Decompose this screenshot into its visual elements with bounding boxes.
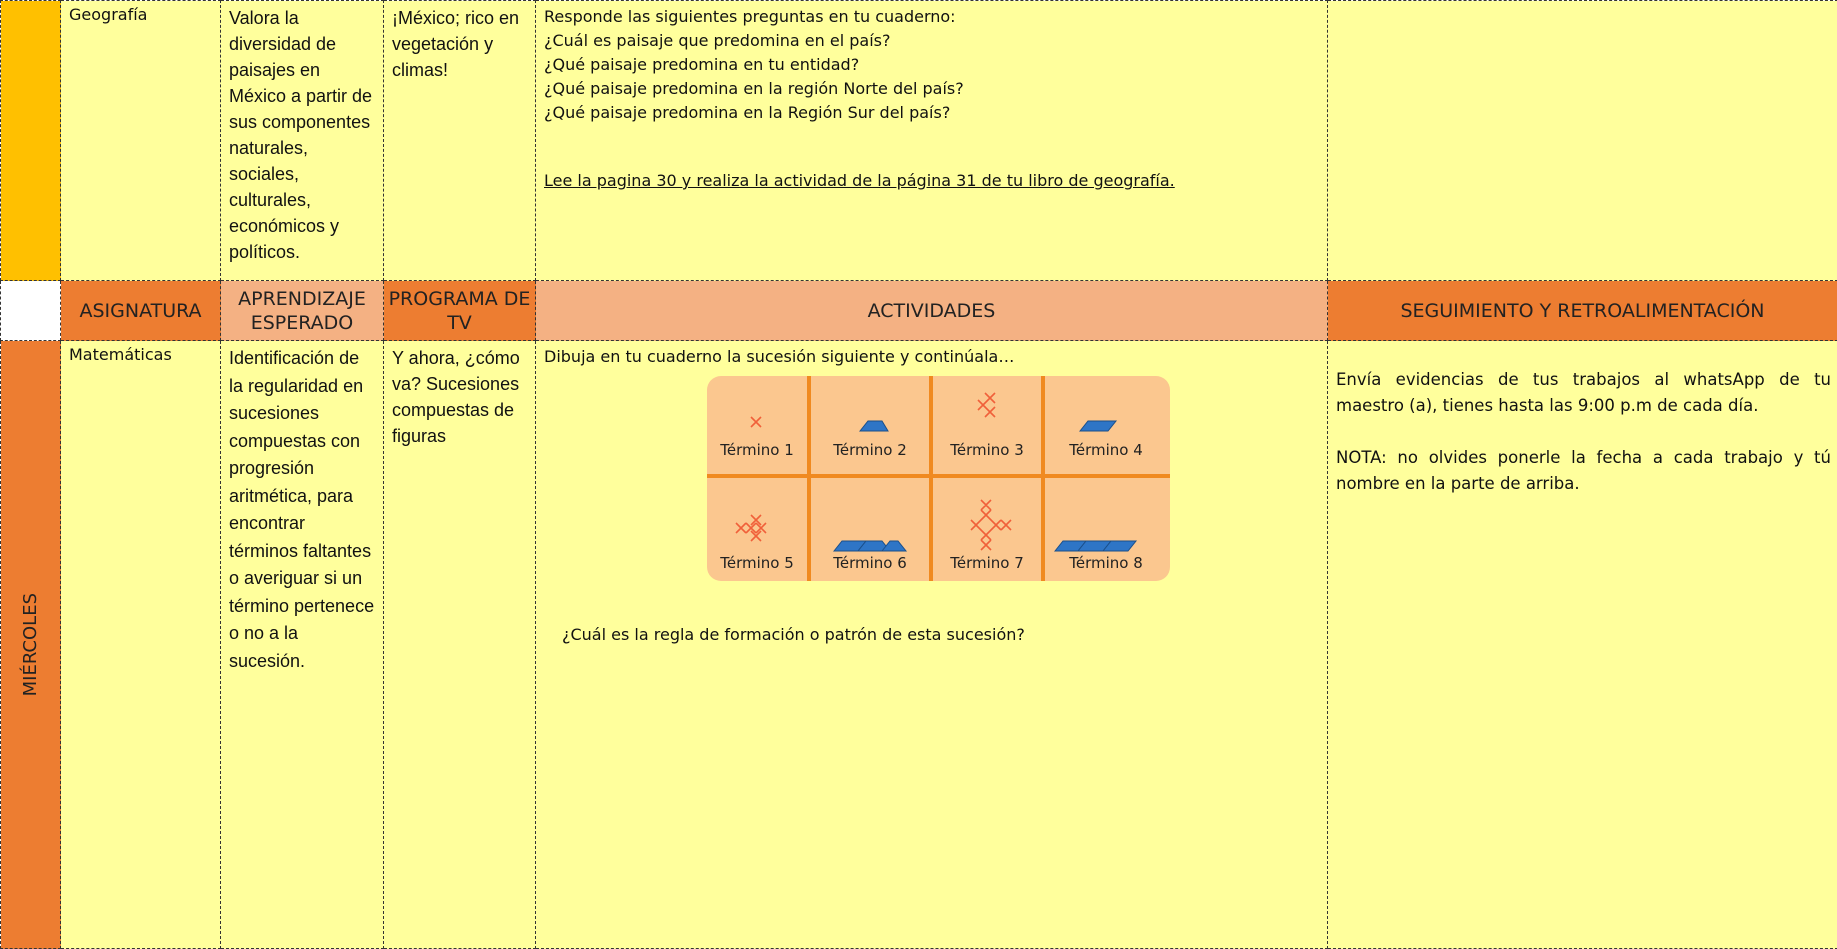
activities: Responde las siguientes preguntas en tu … bbox=[536, 1, 1328, 281]
header-cell: ACTIVIDADES bbox=[536, 281, 1328, 341]
activity-line: ¿Qué paisaje predomina en la región Nort… bbox=[544, 77, 1319, 101]
tv-program: Y ahora, ¿cómo va? Sucesiones compuestas… bbox=[384, 341, 536, 949]
term-label: Término 5 bbox=[719, 554, 794, 572]
term-label: Término 7 bbox=[949, 554, 1024, 572]
followup bbox=[1328, 1, 1837, 281]
learning: Valora la diversidad de paisajes en Méxi… bbox=[221, 1, 384, 281]
activity-link: Lee la pagina 30 y realiza la actividad … bbox=[544, 169, 1319, 193]
followup: Envía evidencias de tus trabajos al what… bbox=[1328, 341, 1837, 949]
header-row: ASIGNATURA APRENDIZAJE ESPERADO PROGRAMA… bbox=[1, 281, 1837, 341]
term-label: Término 2 bbox=[832, 441, 907, 459]
activity-line: ¿Cuál es paisaje que predomina en el paí… bbox=[544, 29, 1319, 53]
day-cell: MIÉRCOLES bbox=[1, 341, 61, 949]
term-label: Término 6 bbox=[832, 554, 907, 572]
activity-line: ¿Qué paisaje predomina en la Región Sur … bbox=[544, 101, 1319, 125]
followup-text: Envía evidencias de tus trabajos al what… bbox=[1336, 367, 1831, 419]
header-cell: APRENDIZAJE ESPERADO bbox=[221, 281, 384, 341]
header-cell: PROGRAMA DE TV bbox=[384, 281, 536, 341]
header-cell: SEGUIMIENTO Y RETROALIMENTACIÓN bbox=[1328, 281, 1837, 341]
subject: Geografía bbox=[61, 1, 221, 281]
matematicas-row: MIÉRCOLES Matemáticas Identificación de … bbox=[1, 341, 1837, 949]
header-blank bbox=[1, 281, 61, 341]
term-label: Término 1 bbox=[719, 441, 794, 459]
geografia-row: Geografía Valora la diversidad de paisaj… bbox=[1, 1, 1837, 281]
sequence-figure: Término 1 Término 2 Término 3 Término 4 … bbox=[706, 375, 1176, 585]
activity-line: ¿Qué paisaje predomina en tu entidad? bbox=[544, 53, 1319, 77]
day-cell bbox=[1, 1, 61, 281]
term-label: Término 8 bbox=[1068, 554, 1143, 572]
header-cell: ASIGNATURA bbox=[61, 281, 221, 341]
subject: Matemáticas bbox=[61, 341, 221, 949]
day-label: MIÉRCOLES bbox=[20, 593, 41, 696]
tv-program: ¡México; rico en vegetación y climas! bbox=[384, 1, 536, 281]
question: ¿Cuál es la regla de formación o patrón … bbox=[562, 623, 1319, 647]
learning: Identificación de la regularidad en suce… bbox=[221, 341, 384, 949]
followup-note: NOTA: no olvides ponerle la fecha a cada… bbox=[1336, 445, 1831, 497]
activity-line: Dibuja en tu cuaderno la sucesión siguie… bbox=[544, 345, 1319, 369]
term-label: Término 3 bbox=[949, 441, 1024, 459]
activities: Dibuja en tu cuaderno la sucesión siguie… bbox=[536, 341, 1328, 949]
term-label: Término 4 bbox=[1068, 441, 1143, 459]
activity-line: Responde las siguientes preguntas en tu … bbox=[544, 5, 1319, 29]
